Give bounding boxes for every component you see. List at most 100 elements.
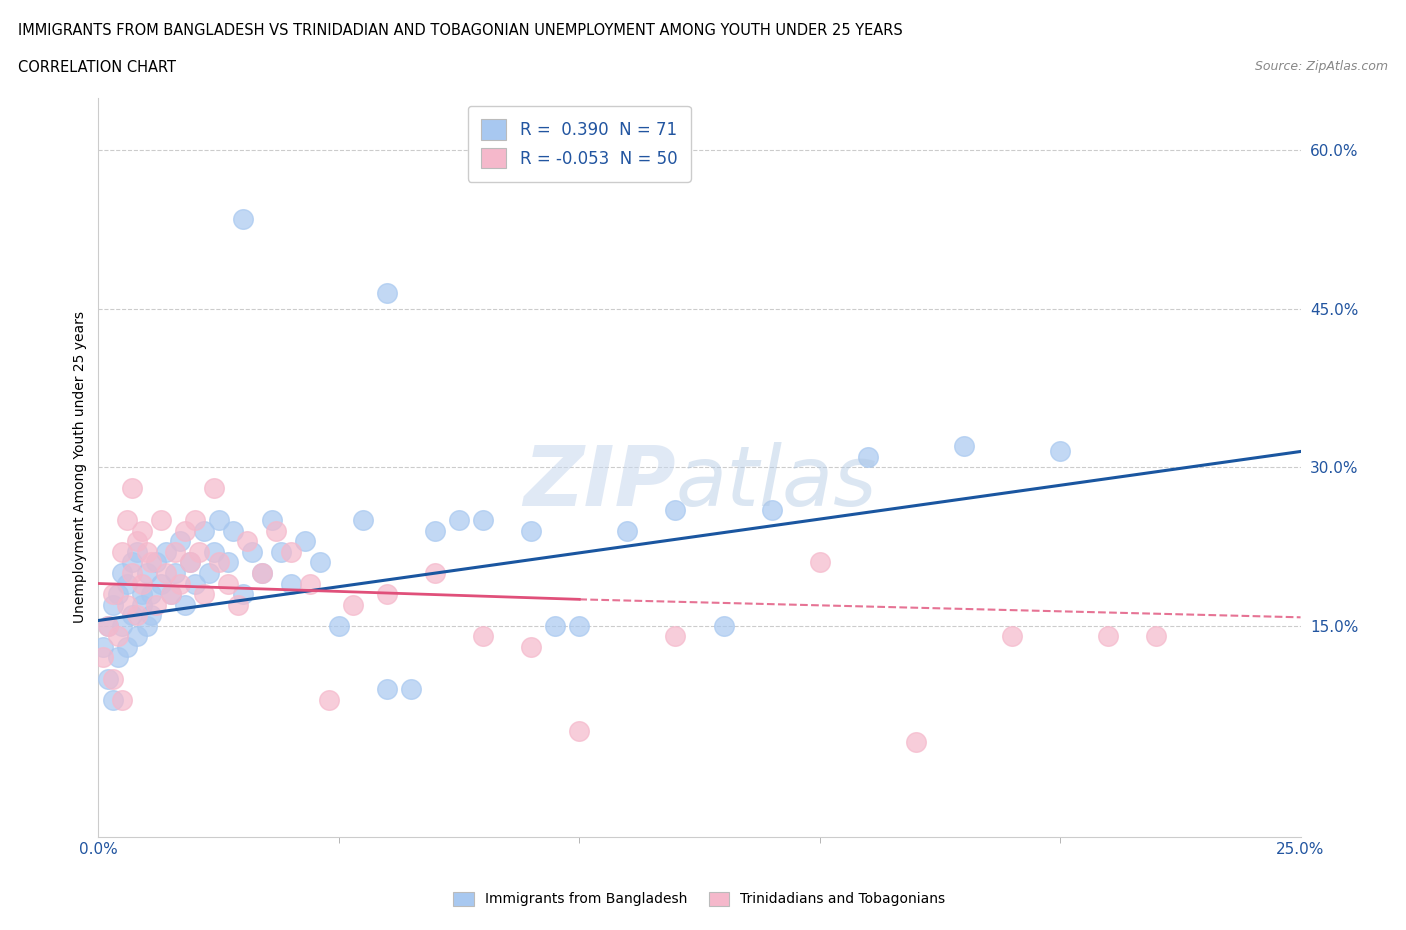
Point <box>97 618 120 633</box>
Point <box>308 555 330 570</box>
Point <box>423 524 446 538</box>
Text: Source: ZipAtlas.com: Source: ZipAtlas.com <box>1254 60 1388 73</box>
Point <box>135 618 157 633</box>
Point <box>121 481 143 496</box>
Point <box>117 640 139 655</box>
Point <box>226 597 249 612</box>
Point <box>107 629 129 644</box>
Point <box>131 524 153 538</box>
Text: ZIP: ZIP <box>523 442 675 523</box>
Point <box>236 534 259 549</box>
Point <box>159 587 181 602</box>
Point <box>472 512 495 527</box>
Point <box>664 629 686 644</box>
Point <box>141 555 163 570</box>
Point <box>375 286 398 300</box>
Point <box>117 597 139 612</box>
Point <box>125 629 148 644</box>
Point <box>107 650 129 665</box>
Point <box>125 608 148 623</box>
Point <box>616 524 638 538</box>
Point <box>159 587 181 602</box>
Point <box>169 576 191 591</box>
Point <box>111 544 134 559</box>
Point <box>761 502 783 517</box>
Point <box>232 587 254 602</box>
Point <box>188 544 211 559</box>
Point <box>375 682 398 697</box>
Point <box>856 449 879 464</box>
Point <box>198 565 221 580</box>
Text: atlas: atlas <box>675 442 877 523</box>
Point <box>202 544 225 559</box>
Point <box>145 555 167 570</box>
Point <box>250 565 273 580</box>
Point <box>149 576 172 591</box>
Point <box>1001 629 1024 644</box>
Point <box>399 682 422 697</box>
Point <box>174 524 197 538</box>
Point <box>298 576 321 591</box>
Point <box>91 650 114 665</box>
Point <box>1049 444 1071 458</box>
Point <box>1097 629 1119 644</box>
Point <box>217 576 239 591</box>
Point <box>97 671 120 686</box>
Point <box>111 618 134 633</box>
Point <box>447 512 470 527</box>
Point <box>179 555 201 570</box>
Point <box>240 544 263 559</box>
Point <box>155 565 177 580</box>
Point <box>222 524 245 538</box>
Point <box>121 565 143 580</box>
Point <box>472 629 495 644</box>
Point <box>423 565 446 580</box>
Point <box>183 512 205 527</box>
Point <box>208 512 231 527</box>
Point <box>664 502 686 517</box>
Point <box>1144 629 1167 644</box>
Point <box>232 212 254 227</box>
Point <box>101 587 124 602</box>
Point <box>193 524 215 538</box>
Point <box>141 608 163 623</box>
Text: IMMIGRANTS FROM BANGLADESH VS TRINIDADIAN AND TOBAGONIAN UNEMPLOYMENT AMONG YOUT: IMMIGRANTS FROM BANGLADESH VS TRINIDADIA… <box>18 23 903 38</box>
Point <box>125 534 148 549</box>
Point <box>135 544 157 559</box>
Point <box>260 512 283 527</box>
Point <box>155 544 177 559</box>
Point <box>149 512 172 527</box>
Point <box>101 692 124 707</box>
Point <box>97 618 120 633</box>
Point <box>131 587 153 602</box>
Point <box>91 640 114 655</box>
Point <box>208 555 231 570</box>
Point <box>904 735 927 750</box>
Point <box>125 544 148 559</box>
Point <box>165 544 187 559</box>
Point <box>250 565 273 580</box>
Point <box>121 555 143 570</box>
Point <box>111 692 134 707</box>
Point <box>117 576 139 591</box>
Point <box>342 597 364 612</box>
Y-axis label: Unemployment Among Youth under 25 years: Unemployment Among Youth under 25 years <box>73 312 87 623</box>
Point <box>165 565 187 580</box>
Point <box>131 597 153 612</box>
Point <box>352 512 374 527</box>
Point <box>101 671 124 686</box>
Point <box>107 587 129 602</box>
Point <box>266 524 288 538</box>
Point <box>217 555 239 570</box>
Point <box>318 692 340 707</box>
Point <box>202 481 225 496</box>
Point <box>131 576 153 591</box>
Point <box>328 618 350 633</box>
Point <box>808 555 831 570</box>
Point <box>294 534 316 549</box>
Point <box>179 555 201 570</box>
Point <box>141 587 163 602</box>
Point <box>169 534 191 549</box>
Point <box>375 587 398 602</box>
Point <box>713 618 735 633</box>
